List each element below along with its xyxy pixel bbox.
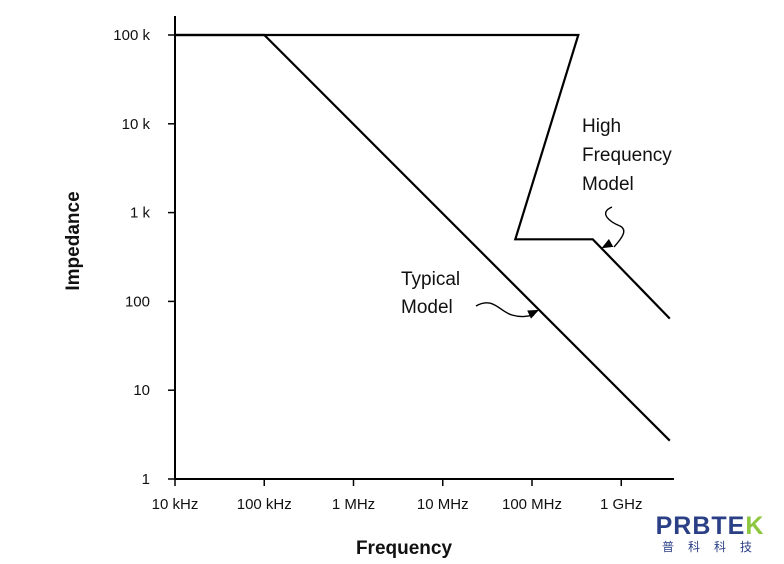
typical-model-line xyxy=(175,33,671,442)
brand-logo-text: PRBTEK xyxy=(655,512,765,540)
x-ticks: 10 kHz 100 kHz 1 MHz 10 MHz 100 MHz 1 GHz xyxy=(152,479,643,513)
brand-watermark-logo: PRBTEK 普科科技 xyxy=(648,513,772,555)
typical-annotation-line-2: Model xyxy=(401,297,453,318)
typical-arrowhead xyxy=(527,309,540,319)
high-frequency-model-annotation: High Frequency Model xyxy=(582,116,672,249)
y-axis-title: Impedance xyxy=(63,191,84,290)
typical-annotation-line-1: Typical xyxy=(401,269,460,290)
hf-annotation-arrow xyxy=(605,206,625,248)
hf-annotation-line-1: High xyxy=(582,116,621,137)
hf-arrowhead xyxy=(601,238,614,249)
y-tick-label: 10 xyxy=(133,382,150,399)
y-tick-label: 100 xyxy=(125,293,150,310)
hf-annotation-line-2: Frequency xyxy=(582,145,672,166)
y-ticks: 1 10 100 1 k 10 k 100 k xyxy=(113,27,175,488)
y-tick-label: 1 k xyxy=(130,205,151,222)
typical-model-annotation: Typical Model xyxy=(401,269,540,319)
x-tick-label: 100 kHz xyxy=(237,496,292,513)
x-tick-label: 1 MHz xyxy=(332,496,375,513)
x-tick-label: 10 kHz xyxy=(152,496,199,513)
x-tick-label: 1 GHz xyxy=(600,496,643,513)
hf-annotation-line-3: Model xyxy=(582,174,634,195)
typical-annotation-arrow xyxy=(475,302,535,318)
series-layer xyxy=(175,33,671,442)
x-tick-label: 10 MHz xyxy=(417,496,469,513)
brand-logo-subtext: 普科科技 xyxy=(661,540,766,554)
y-tick-label: 1 xyxy=(142,471,150,488)
high-frequency-model-line xyxy=(175,33,671,320)
y-tick-label: 100 k xyxy=(113,27,150,44)
y-tick-label: 10 k xyxy=(122,116,151,133)
x-tick-label: 100 MHz xyxy=(502,496,562,513)
x-axis-title: Frequency xyxy=(356,538,453,559)
